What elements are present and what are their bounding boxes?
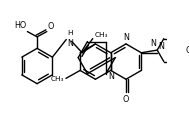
Text: H: H [67,30,73,36]
Text: N: N [67,39,73,48]
Text: O: O [123,95,129,104]
Text: CH₃: CH₃ [94,32,108,38]
Text: N: N [123,33,129,42]
Text: O: O [48,22,54,31]
Text: CH₃: CH₃ [51,76,64,82]
Text: N: N [158,42,164,51]
Text: O: O [185,46,189,55]
Text: HO: HO [14,21,26,30]
Text: N: N [109,72,115,81]
Text: N: N [150,39,156,48]
